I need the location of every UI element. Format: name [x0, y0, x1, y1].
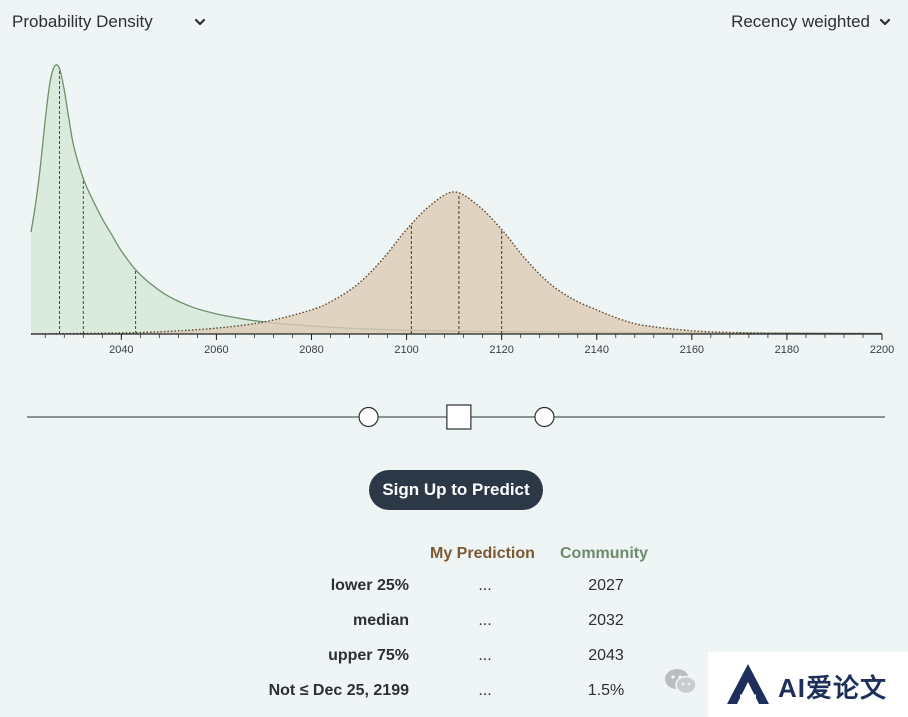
community-value: 1.5%	[587, 682, 625, 699]
community-density-area	[31, 64, 882, 334]
weighting-label: Recency weighted	[731, 12, 870, 31]
my-prediction-value: ...	[478, 647, 492, 664]
my-prediction-value: ...	[478, 577, 492, 594]
x-tick-label: 2060	[204, 344, 228, 356]
x-tick-label: 2100	[394, 344, 418, 356]
density-type-dropdown[interactable]: Probability Density	[12, 12, 207, 32]
wechat-icon	[665, 669, 697, 695]
prediction-slider[interactable]	[0, 396, 908, 440]
table-row: Not ≤ Dec 25, 2199 ... 1.5%	[0, 682, 908, 706]
slider-svg	[27, 404, 885, 430]
x-tick-label: 2080	[299, 344, 323, 356]
sign-up-to-predict-button[interactable]: Sign Up to Predict	[369, 470, 543, 510]
watermark-text: AI爱论文	[778, 673, 888, 703]
density-chart-svg: 2040 2060 2080 2100 2120 2140 2160 2180 2200	[30, 64, 894, 356]
row-label: lower 25%	[330, 577, 409, 594]
slider-upper-handle[interactable]	[534, 406, 555, 428]
x-tick-label: 2140	[585, 344, 609, 356]
community-header: Community	[560, 545, 648, 562]
my-prediction-value: ...	[478, 682, 492, 699]
slider-lower-handle[interactable]	[358, 406, 379, 428]
weighting-dropdown[interactable]: Recency weighted	[731, 12, 892, 32]
table-row: lower 25% ... 2027	[0, 577, 908, 601]
row-label: Not ≤ Dec 25, 2199	[268, 682, 409, 699]
table-row: upper 75% ... 2043	[0, 647, 908, 671]
chevron-down-icon	[879, 18, 891, 26]
watermark: AI爱论文	[665, 652, 908, 717]
my-prediction-density-area	[31, 191, 882, 334]
community-value: 2043	[588, 647, 624, 664]
probability-density-chart[interactable]: 2040 2060 2080 2100 2120 2140 2160 2180 2200	[0, 44, 908, 364]
community-value: 2027	[588, 577, 624, 594]
table-row: median ... 2032	[0, 612, 908, 636]
slider-center-handle[interactable]	[446, 404, 472, 430]
ai-logo-icon	[727, 664, 769, 704]
x-tick-label: 2160	[680, 344, 704, 356]
density-type-label: Probability Density	[12, 12, 153, 31]
x-tick-label: 2040	[109, 344, 133, 356]
x-tick-label: 2200	[870, 344, 894, 356]
top-bar: Probability Density Recency weighted	[0, 0, 908, 44]
chevron-down-icon	[194, 18, 205, 26]
my-prediction-density-line	[30, 191, 883, 335]
row-label: median	[352, 612, 409, 629]
prediction-stats-table: My Prediction Community lower 25% ... 20…	[0, 540, 908, 717]
x-tick-label: 2180	[775, 344, 799, 356]
row-label: upper 75%	[328, 647, 409, 664]
community-value: 2032	[588, 612, 624, 629]
x-tick-label: 2120	[489, 344, 513, 356]
my-prediction-value: ...	[478, 612, 492, 629]
my-prediction-header: My Prediction	[430, 545, 535, 562]
